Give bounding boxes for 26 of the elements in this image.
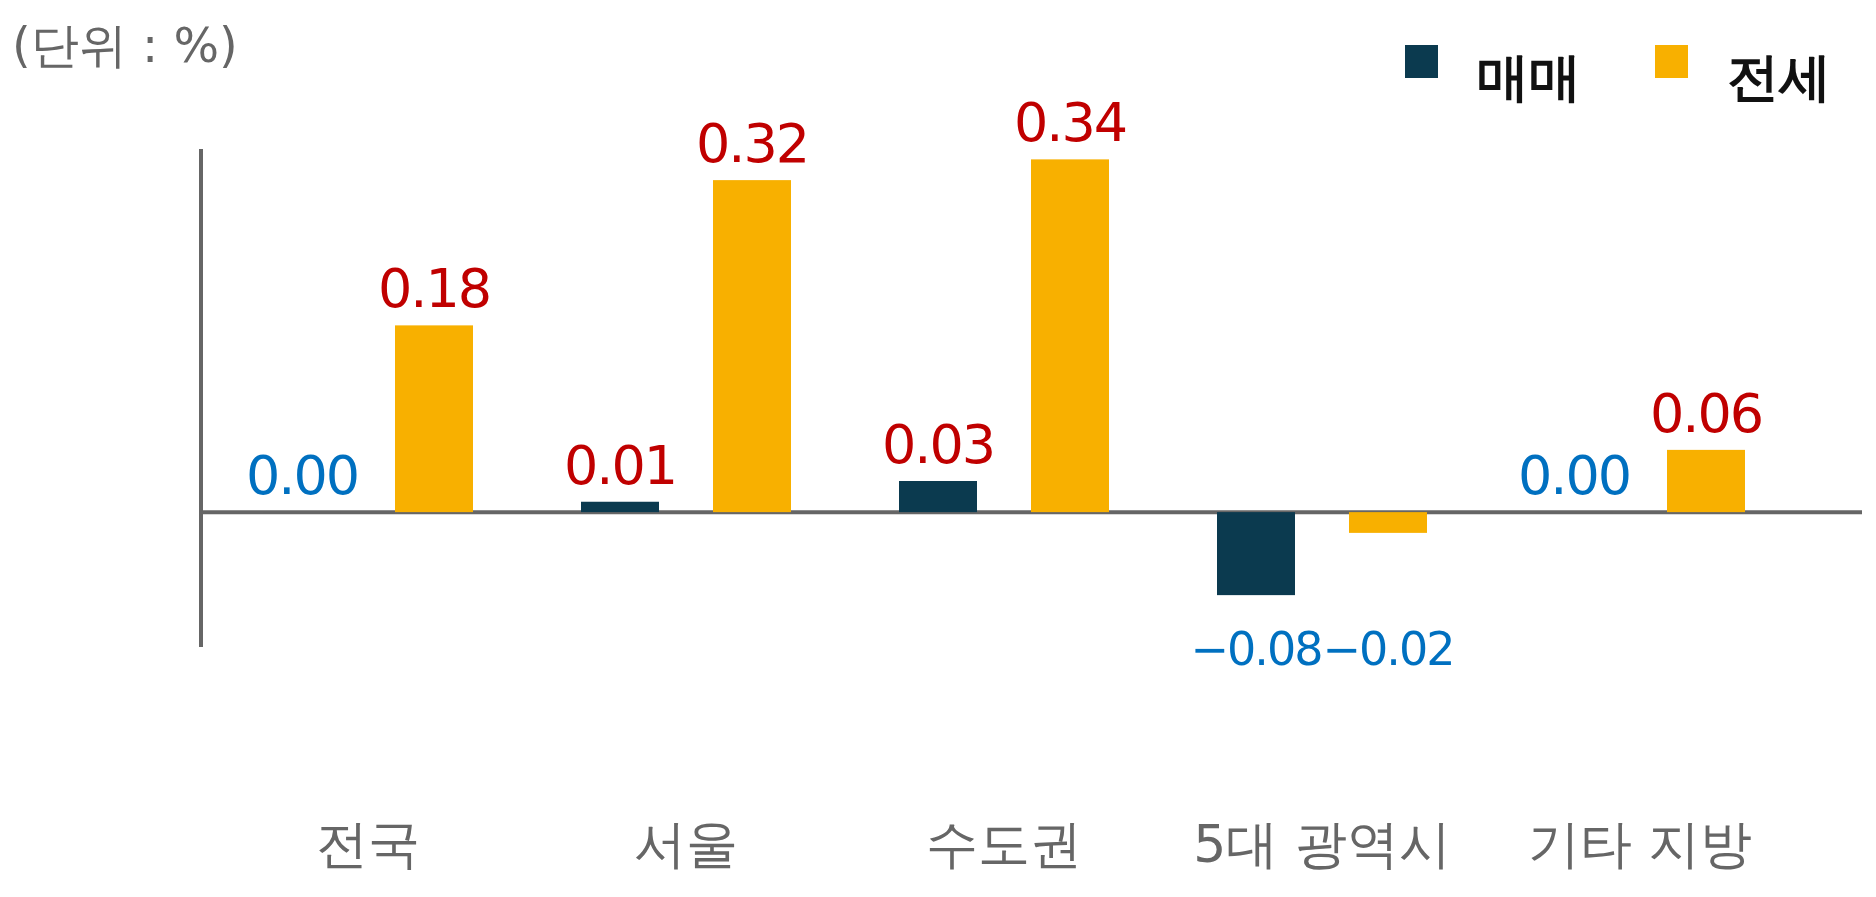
bar (899, 481, 977, 513)
data-label: 0.18 (377, 257, 491, 321)
x-tick-label: 전국 (316, 814, 420, 874)
bar (1217, 512, 1295, 596)
data-label: −0.08 (1190, 622, 1322, 677)
x-tick-label: 수도권 (926, 814, 1082, 874)
bar (395, 325, 473, 513)
data-label: 0.34 (1013, 91, 1127, 155)
x-tick-label: 기타 지방 (1527, 814, 1753, 874)
bar (1031, 159, 1109, 513)
data-label: 0.32 (695, 112, 809, 176)
data-label: 0.00 (1517, 444, 1631, 508)
data-label: 0.01 (563, 433, 677, 497)
bar (1667, 449, 1745, 513)
data-label: 0.06 (1649, 381, 1763, 445)
x-tick-label: 서울 (634, 814, 738, 874)
bar (713, 180, 791, 513)
text: (단위 : %) (12, 17, 238, 73)
bar (1349, 512, 1427, 533)
legend-label: 전세 (1727, 47, 1831, 107)
data-label: −0.02 (1322, 622, 1454, 677)
data-label: 0.00 (245, 444, 359, 508)
legend-label: 매매 (1477, 47, 1581, 107)
x-tick-label: 5대 광역시 (1193, 814, 1451, 874)
data-label: 0.03 (881, 413, 995, 476)
bar (581, 501, 659, 513)
